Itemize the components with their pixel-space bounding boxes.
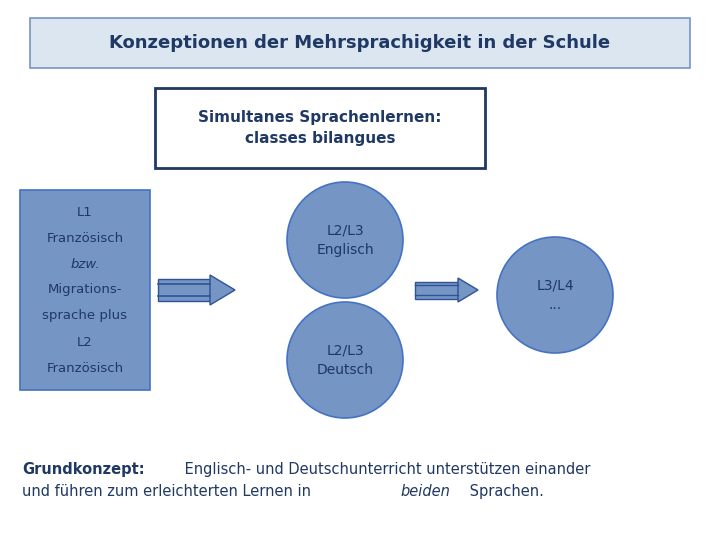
FancyBboxPatch shape xyxy=(155,88,485,168)
Text: bzw.: bzw. xyxy=(70,258,100,271)
Text: L2/L3
Englisch: L2/L3 Englisch xyxy=(316,223,374,256)
Text: L2/L3
Deutsch: L2/L3 Deutsch xyxy=(317,343,374,377)
Text: Französisch: Französisch xyxy=(46,361,124,375)
Text: L2: L2 xyxy=(77,335,93,348)
FancyBboxPatch shape xyxy=(20,190,150,390)
Text: Migrations-: Migrations- xyxy=(48,284,122,296)
Text: Konzeptionen der Mehrsprachigkeit in der Schule: Konzeptionen der Mehrsprachigkeit in der… xyxy=(109,34,611,52)
Text: Französisch: Französisch xyxy=(46,232,124,245)
FancyBboxPatch shape xyxy=(158,279,210,301)
Polygon shape xyxy=(458,278,478,302)
Text: Simultanes Sprachenlernen:
classes bilangues: Simultanes Sprachenlernen: classes bilan… xyxy=(198,110,442,146)
Polygon shape xyxy=(210,275,235,305)
Text: und führen zum erleichterten Lernen in: und führen zum erleichterten Lernen in xyxy=(22,484,315,499)
Text: L1: L1 xyxy=(77,206,93,219)
Ellipse shape xyxy=(497,237,613,353)
Text: beiden: beiden xyxy=(401,484,451,499)
FancyBboxPatch shape xyxy=(30,18,690,68)
Text: Sprachen.: Sprachen. xyxy=(465,484,544,499)
FancyBboxPatch shape xyxy=(415,281,458,299)
Ellipse shape xyxy=(287,302,403,418)
Ellipse shape xyxy=(287,182,403,298)
Text: Englisch- und Deutschunterricht unterstützen einander: Englisch- und Deutschunterricht unterstü… xyxy=(180,462,590,477)
Text: Grundkonzept:: Grundkonzept: xyxy=(22,462,145,477)
Text: sprache plus: sprache plus xyxy=(42,309,127,322)
Text: L3/L4
...: L3/L4 ... xyxy=(536,278,574,312)
